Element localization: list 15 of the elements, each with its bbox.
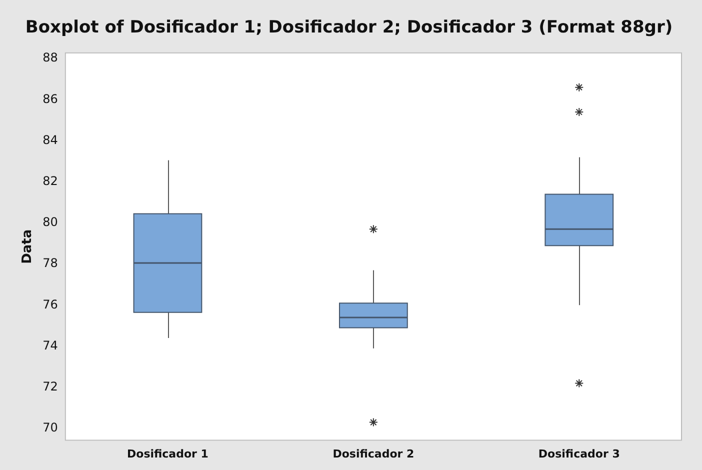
x-tick-label: Dosificador 2 — [332, 447, 414, 460]
y-tick-label: 74 — [42, 338, 58, 352]
y-tick-label: 70 — [42, 420, 58, 435]
y-tick-label: 76 — [42, 297, 58, 312]
y-tick-label: 80 — [42, 215, 58, 230]
x-tick-label: Dosificador 1 — [127, 447, 208, 460]
y-axis-title: Data — [20, 229, 36, 264]
chart-title: Boxplot of Dosificador 1; Dosificador 2; Dosificador 3 (Format 88gr) — [25, 18, 673, 38]
y-tick-label: 82 — [42, 174, 58, 188]
y-tick-label: 88 — [42, 50, 58, 65]
y-tick-label: 86 — [42, 92, 58, 106]
y-tick-label: 72 — [42, 379, 58, 394]
x-tick-label: Dosificador 3 — [538, 447, 620, 460]
y-tick-label: 78 — [42, 256, 58, 270]
y-tick-label: 84 — [42, 132, 58, 147]
